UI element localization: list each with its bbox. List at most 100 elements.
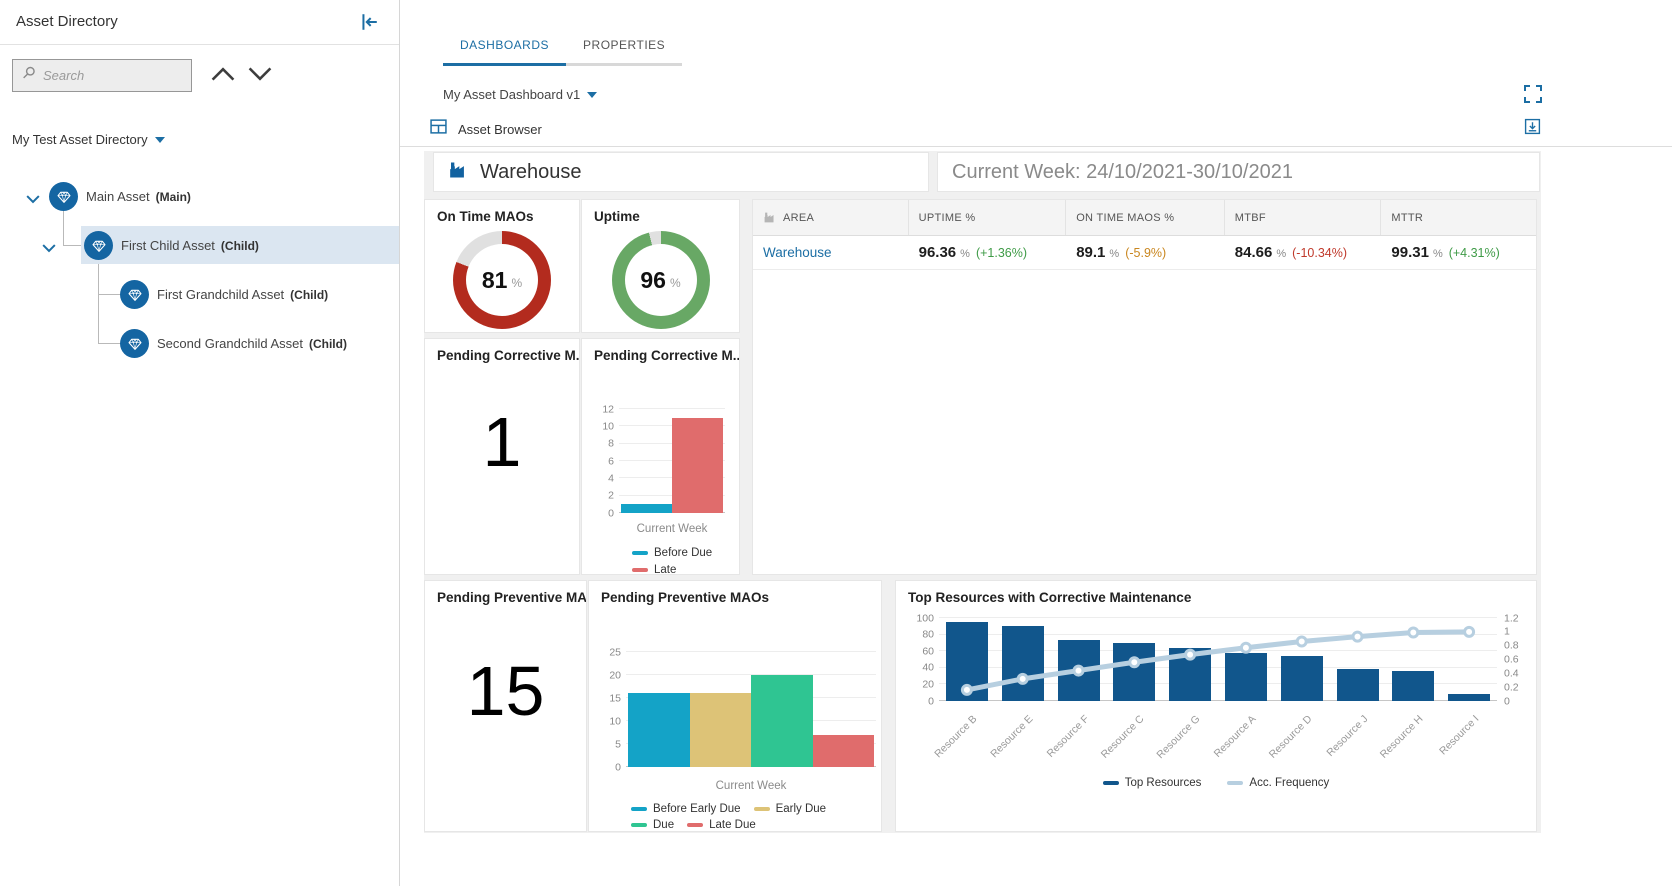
column-header-mtbf[interactable]: MTBF bbox=[1225, 200, 1382, 235]
y-axis-tick: 15 bbox=[609, 691, 621, 704]
y-axis-right-tick: 1.2 bbox=[1504, 611, 1519, 624]
y-axis-tick: 20 bbox=[922, 678, 934, 691]
bars-group bbox=[628, 652, 874, 767]
legend-label: Early Due bbox=[775, 803, 827, 815]
x-axis-category-label: Resource A bbox=[1211, 713, 1259, 760]
asset-node-icon[interactable] bbox=[49, 182, 78, 211]
legend-dash bbox=[687, 823, 704, 827]
y-axis-tick: 20 bbox=[609, 668, 621, 681]
bar-late bbox=[672, 417, 723, 513]
legend-item: Top Resources bbox=[1102, 777, 1201, 789]
tree-connector-line bbox=[98, 343, 123, 344]
legend-label: Before Early Due bbox=[653, 803, 741, 815]
gridline bbox=[939, 617, 1497, 618]
bar-before-early-due bbox=[628, 693, 690, 767]
column-header-area[interactable]: AREA bbox=[753, 200, 909, 235]
mttr-cell: 99.31 % (+4.31%) bbox=[1391, 244, 1500, 261]
tree-item-first-child-asset[interactable]: First Child Asset (Child) bbox=[121, 238, 259, 253]
legend-item: Due bbox=[631, 819, 674, 831]
legend-dash bbox=[1102, 781, 1119, 785]
legend-item: Late Due bbox=[687, 819, 756, 831]
kpi-value: 1 bbox=[482, 403, 522, 482]
tab-dashboards[interactable]: DASHBOARDS bbox=[443, 28, 567, 66]
column-header-mttr[interactable]: MTTR bbox=[1391, 211, 1424, 224]
tree-expander-icon[interactable] bbox=[26, 191, 40, 204]
chevron-down-icon bbox=[154, 137, 165, 148]
collapse-sidebar-icon[interactable] bbox=[359, 12, 379, 32]
y-axis-right-tick: 0.2 bbox=[1504, 680, 1519, 693]
x-axis-label: Current Week bbox=[715, 780, 787, 792]
legend-label: Late bbox=[654, 564, 677, 576]
area-header-card: Warehouse bbox=[433, 152, 929, 192]
delta-badge: (+4.31%) bbox=[1448, 245, 1500, 260]
x-axis-category-label: Resource H bbox=[1378, 713, 1426, 761]
y-axis: 0 2 4 6 8 10 12 bbox=[584, 404, 614, 518]
factory-icon bbox=[448, 160, 469, 185]
pareto-bar bbox=[1224, 652, 1267, 701]
chevron-down-icon bbox=[587, 92, 598, 103]
pareto-bar bbox=[1001, 626, 1044, 701]
y-axis-right-tick: 1 bbox=[1504, 625, 1510, 638]
y-axis-right-tick: 0.4 bbox=[1504, 667, 1519, 680]
asset-node-icon[interactable] bbox=[120, 329, 149, 358]
x-axis-category-label: Resource J bbox=[1323, 713, 1370, 760]
pareto-bar bbox=[1448, 694, 1491, 701]
area-link[interactable]: Warehouse bbox=[763, 245, 832, 260]
tree-item-main-asset[interactable]: Main Asset (Main) bbox=[86, 189, 191, 204]
legend-item: Early Due bbox=[753, 803, 827, 815]
column-header-on-time-maos[interactable]: ON TIME MAOS % bbox=[1066, 200, 1225, 235]
pending-corrective-count-card: Pending Corrective M... 1 bbox=[424, 338, 580, 575]
legend-label: Before Due bbox=[654, 547, 713, 559]
search-box bbox=[12, 59, 192, 92]
dashboard-widget-icon bbox=[430, 118, 447, 140]
tree-connector-line bbox=[63, 211, 64, 245]
search-input[interactable] bbox=[43, 68, 183, 83]
search-next-button[interactable] bbox=[247, 66, 273, 86]
x-axis-category-label: Resource D bbox=[1266, 713, 1315, 761]
y-axis-tick: 5 bbox=[615, 737, 621, 750]
y-axis-tick: 40 bbox=[922, 661, 934, 674]
on-time-maos-gauge-card: On Time MAOs 81 % bbox=[424, 199, 580, 333]
bar-due bbox=[751, 675, 813, 767]
bar-early-due bbox=[689, 693, 751, 767]
gridline bbox=[619, 408, 725, 409]
search-previous-button[interactable] bbox=[210, 66, 236, 86]
uptime-gauge-card: Uptime 96 % bbox=[581, 199, 740, 333]
on-time-maos-cell: 89.1 % (-5.9%) bbox=[1076, 244, 1167, 261]
y-axis-right-tick: 0.6 bbox=[1504, 653, 1519, 666]
tree-connector-line bbox=[98, 259, 99, 343]
y-axis-tick: 12 bbox=[602, 402, 614, 415]
tree-item-first-grandchild-asset[interactable]: First Grandchild Asset (Child) bbox=[157, 287, 329, 302]
dashboard-selector[interactable]: My Asset Dashboard v1 bbox=[443, 87, 598, 103]
y-axis-tick: 0 bbox=[615, 760, 621, 773]
gridline bbox=[939, 700, 1497, 701]
delta-badge: (-5.9%) bbox=[1125, 245, 1167, 260]
legend-item: Before Early Due bbox=[631, 803, 741, 815]
export-download-icon[interactable] bbox=[1524, 118, 1541, 135]
asset-node-icon[interactable] bbox=[120, 280, 149, 309]
tree-expander-icon[interactable] bbox=[42, 240, 56, 253]
chart-legend: Top Resources Acc. Frequency bbox=[896, 777, 1536, 789]
fullscreen-icon[interactable] bbox=[1524, 85, 1542, 103]
donut-chart: 96 % bbox=[611, 231, 710, 329]
card-title: Pending Corrective M... bbox=[594, 348, 739, 363]
directory-selector[interactable]: My Test Asset Directory bbox=[12, 132, 165, 147]
tab-properties[interactable]: PROPERTIES bbox=[566, 28, 683, 66]
tree-item-second-grandchild-asset[interactable]: Second Grandchild Asset (Child) bbox=[157, 336, 347, 351]
legend-dash bbox=[632, 551, 648, 555]
asset-node-icon[interactable] bbox=[84, 231, 113, 260]
uptime-cell: 96.36 % (+1.36%) bbox=[918, 244, 1028, 261]
card-title: Uptime bbox=[594, 209, 640, 224]
widget-header: Asset Browser bbox=[430, 118, 542, 140]
bars-group bbox=[621, 409, 723, 513]
y-axis-tick: 8 bbox=[608, 437, 614, 450]
card-title: Pending Preventive MA... bbox=[437, 590, 586, 605]
directory-selector-label: My Test Asset Directory bbox=[12, 132, 148, 147]
chart-legend: Before Early Due Early Due Due Late Due bbox=[631, 803, 879, 831]
column-header-uptime[interactable]: UPTIME % bbox=[909, 200, 1067, 235]
sidebar-header: Asset Directory bbox=[0, 0, 399, 45]
pareto-bar bbox=[1169, 647, 1212, 701]
x-axis-category-label: Resource I bbox=[1437, 713, 1482, 758]
y-axis-tick: 10 bbox=[602, 420, 614, 433]
